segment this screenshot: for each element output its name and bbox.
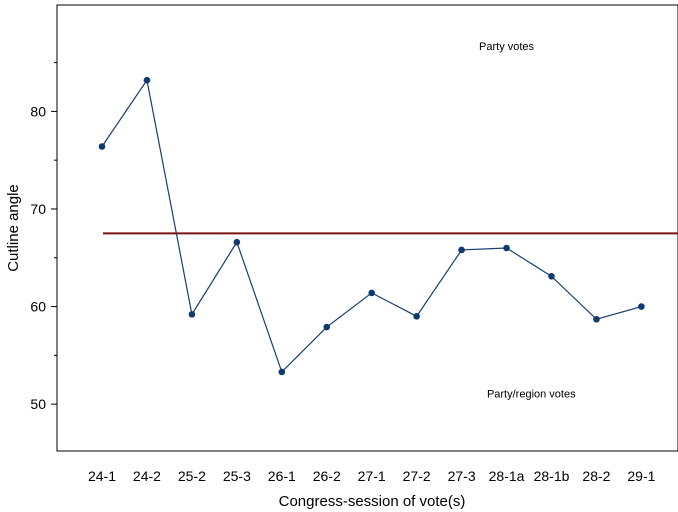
data-point xyxy=(323,323,331,331)
x-tick-label: 26-2 xyxy=(313,468,341,484)
annotations: Party votes Party/region votes xyxy=(479,41,576,400)
data-point xyxy=(278,368,286,376)
x-axis-title: Congress-session of vote(s) xyxy=(279,493,466,510)
x-tick-label: 27-1 xyxy=(358,468,386,484)
x-tick-label: 28-2 xyxy=(582,468,610,484)
x-tick-label: 25-2 xyxy=(178,468,206,484)
x-tick-labels: 24-1 24-2 25-2 25-3 26-1 26-2 27-1 27-2 27-3 28-1… xyxy=(88,468,656,484)
x-tick-label: 24-2 xyxy=(133,468,161,484)
x-tick-label: 27-2 xyxy=(403,468,431,484)
data-point xyxy=(548,273,555,280)
x-tick-label: 28-1a xyxy=(489,468,525,484)
x-tick-label: 28-1b xyxy=(534,468,570,484)
annotation-label: Party/region votes xyxy=(487,388,576,400)
x-tick-label: 25-3 xyxy=(223,468,251,484)
data-point xyxy=(188,311,196,318)
data-point xyxy=(368,289,376,297)
y-axis-ticks: 50 60 70 80 xyxy=(30,62,57,412)
data-point xyxy=(143,76,151,84)
series-line xyxy=(101,78,642,374)
x-tick-label: 26-1 xyxy=(268,468,296,484)
y-tick-label: 60 xyxy=(30,299,46,315)
y-tick-label: 80 xyxy=(30,103,46,119)
y-axis-title: Cutline angle xyxy=(5,184,22,272)
data-point xyxy=(593,315,600,323)
y-tick-label: 70 xyxy=(30,201,46,217)
x-tick-label: 29-1 xyxy=(627,468,655,484)
plot-frame xyxy=(56,4,678,452)
data-point xyxy=(638,303,645,310)
y-tick-label: 50 xyxy=(30,396,46,412)
annotation-label: Party votes xyxy=(479,41,535,53)
x-tick-label: 27-3 xyxy=(448,468,476,484)
data-point xyxy=(413,313,420,320)
data-point xyxy=(458,246,465,254)
x-tick-label: 24-1 xyxy=(88,468,116,484)
data-point xyxy=(233,238,241,246)
data-point xyxy=(98,143,106,150)
data-markers xyxy=(98,76,645,376)
data-point xyxy=(503,244,510,252)
